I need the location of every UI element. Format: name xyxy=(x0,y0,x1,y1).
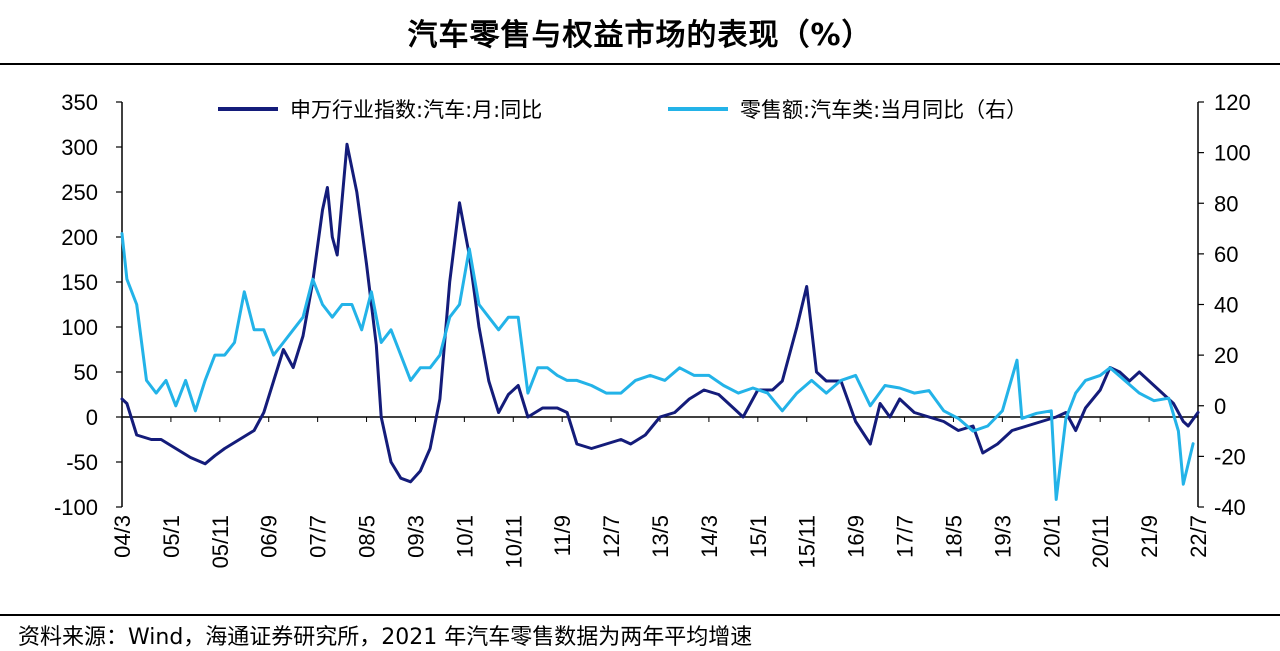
x-tick-label: 20/11 xyxy=(1088,515,1113,568)
left-tick-label: 350 xyxy=(61,90,98,115)
top-rule xyxy=(0,63,1280,65)
x-tick-label: 05/1 xyxy=(159,515,184,558)
left-tick-label: 100 xyxy=(61,315,98,340)
x-tick-label: 10/1 xyxy=(452,515,477,558)
right-tick-label: 80 xyxy=(1214,191,1238,216)
x-tick-label: 05/11 xyxy=(208,515,233,568)
right-tick-label: -20 xyxy=(1214,444,1246,469)
right-tick-label: 60 xyxy=(1214,242,1238,267)
x-tick-label: 15/1 xyxy=(746,515,771,558)
x-tick-label: 09/3 xyxy=(403,515,428,558)
series-line-2 xyxy=(120,232,1195,501)
x-tick-label: 13/5 xyxy=(648,515,673,558)
chart-svg: -100 -50 0 50 100 150 200 250 300 350 -40 -20 0 20 40 6… xyxy=(54,90,1251,568)
left-tick-label: 300 xyxy=(61,135,98,160)
right-tick-label: 0 xyxy=(1214,394,1226,419)
x-tick-label: 10/11 xyxy=(501,515,526,568)
right-tick-label: 100 xyxy=(1214,141,1251,166)
left-tick-label: -100 xyxy=(54,495,98,520)
series-line-1 xyxy=(120,142,1200,484)
left-tick-label: 200 xyxy=(61,225,98,250)
left-tick-label: 250 xyxy=(61,180,98,205)
right-tick-label: 20 xyxy=(1214,343,1238,368)
left-tick-label: -50 xyxy=(66,450,98,475)
plot-group xyxy=(120,142,1200,501)
left-tick-label: 0 xyxy=(86,405,98,430)
right-tick-label: 40 xyxy=(1214,293,1238,318)
x-tick-label: 17/7 xyxy=(893,515,918,558)
legend-group: 申万行业指数:汽车:月:同比 零售额:汽车类:当月同比（右） xyxy=(218,98,1027,122)
x-tick-label: 04/3 xyxy=(110,515,135,558)
axes-group: -100 -50 0 50 100 150 200 250 300 350 -40 -20 0 20 40 6… xyxy=(54,90,1251,568)
chart-title: 汽车零售与权益市场的表现（%） xyxy=(407,18,873,53)
source-note: 资料来源：Wind，海通证券研究所，2021 年汽车零售数据为两年平均增速 xyxy=(18,625,753,650)
legend-label-2: 零售额:汽车类:当月同比（右） xyxy=(740,98,1027,122)
x-tick-label: 15/11 xyxy=(795,515,820,568)
legend-label-1: 申万行业指数:汽车:月:同比 xyxy=(290,98,542,122)
x-tick-label: 21/9 xyxy=(1137,515,1162,558)
x-tick-label: 14/3 xyxy=(697,515,722,558)
x-tick-label: 22/7 xyxy=(1186,515,1211,558)
x-tick-label: 11/9 xyxy=(550,515,575,556)
left-tick-label: 50 xyxy=(74,360,98,385)
right-tick-label: -40 xyxy=(1214,495,1246,520)
x-tick-label: 18/5 xyxy=(941,515,966,558)
x-tick-label: 20/1 xyxy=(1039,515,1064,558)
x-tick-label: 07/7 xyxy=(306,515,331,558)
left-tick-label: 150 xyxy=(61,270,98,295)
x-tick-label: 06/9 xyxy=(257,515,282,558)
x-tick-label: 16/9 xyxy=(844,515,869,558)
x-tick-label: 08/5 xyxy=(355,515,380,558)
x-tick-label: 19/3 xyxy=(990,515,1015,558)
x-tick-label: 12/7 xyxy=(599,515,624,558)
bottom-rule xyxy=(0,614,1280,616)
right-tick-label: 120 xyxy=(1214,90,1251,115)
